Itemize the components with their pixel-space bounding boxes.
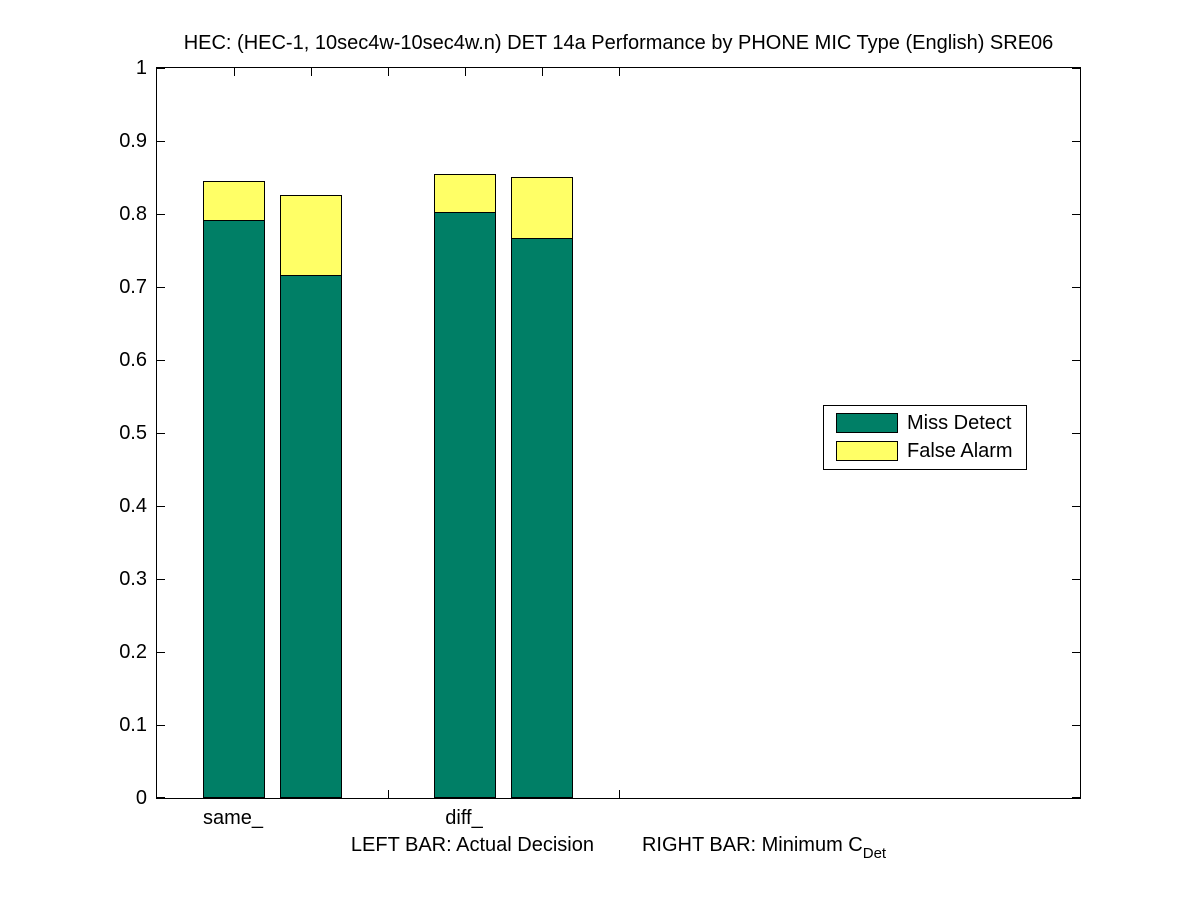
x-axis-tick-top	[234, 68, 235, 76]
y-axis-tick	[157, 141, 165, 142]
y-axis-tick	[157, 506, 165, 507]
y-axis-tick-right	[1072, 214, 1080, 215]
y-axis-tick	[157, 797, 165, 798]
legend-item-miss-detect: Miss Detect	[836, 413, 1011, 433]
chart-title: HEC: (HEC-1, 10sec4w-10sec4w.n) DET 14a …	[183, 32, 1054, 54]
legend: Miss Detect False Alarm	[823, 405, 1027, 470]
y-axis-tick	[157, 433, 165, 434]
y-axis-tick	[157, 214, 165, 215]
y-tick-label: 0.2	[119, 641, 147, 663]
y-axis-tick-right	[1072, 506, 1080, 507]
y-tick-label: 0.5	[119, 422, 147, 444]
y-tick-label: 0.6	[119, 349, 147, 371]
x-axis-tick-top	[388, 68, 389, 76]
y-axis-tick-right	[1072, 141, 1080, 142]
y-axis-tick-right	[1072, 360, 1080, 361]
y-axis-tick	[157, 579, 165, 580]
legend-label-false-alarm: False Alarm	[907, 440, 1013, 462]
y-axis-tick-right	[1072, 725, 1080, 726]
y-axis-tick-right	[1072, 433, 1080, 434]
bar-segment-miss-detect	[203, 220, 265, 798]
y-axis-tick-right	[1072, 68, 1080, 69]
legend-item-false-alarm: False Alarm	[836, 441, 1013, 461]
y-axis-tick	[157, 287, 165, 288]
y-axis-tick-right	[1072, 287, 1080, 288]
bar-key-caption: LEFT BAR: Actual Decision RIGHT BAR: Mini…	[156, 834, 1081, 862]
bar-segment-miss-detect	[511, 238, 573, 798]
y-axis-tick	[157, 68, 165, 69]
y-tick-label: 0.9	[119, 130, 147, 152]
x-axis-tick-top	[465, 68, 466, 76]
bar-segment-false-alarm	[280, 195, 342, 275]
false-alarm-swatch	[836, 441, 898, 461]
legend-label-miss-detect: Miss Detect	[907, 412, 1012, 434]
x-axis-tick-top	[311, 68, 312, 76]
y-tick-label: 0.7	[119, 276, 147, 298]
caption-right-subscript: Det	[862, 845, 887, 862]
x-tick-label: diff_	[445, 807, 483, 829]
bar-segment-false-alarm	[203, 181, 265, 220]
caption-left-bar: LEFT BAR: Actual Decision	[350, 834, 594, 856]
y-axis-tick-right	[1072, 579, 1080, 580]
y-tick-label: 0.8	[119, 203, 147, 225]
y-axis-tick	[157, 652, 165, 653]
x-axis-tick	[619, 790, 620, 798]
x-tick-label: same_	[202, 807, 264, 829]
y-tick-label: 0	[135, 787, 147, 809]
y-axis-tick-right	[1072, 797, 1080, 798]
bar-segment-miss-detect	[280, 275, 342, 798]
bar-segment-miss-detect	[434, 212, 496, 798]
y-axis-tick-right	[1072, 652, 1080, 653]
y-tick-label: 0.3	[119, 568, 147, 590]
caption-right-bar: RIGHT BAR: Minimum C	[641, 834, 863, 856]
x-axis-tick-top	[542, 68, 543, 76]
y-axis-tick	[157, 360, 165, 361]
y-tick-label: 1	[135, 57, 147, 79]
y-axis-tick	[157, 725, 165, 726]
x-axis-tick-top	[619, 68, 620, 76]
y-tick-label: 0.1	[119, 714, 147, 736]
miss-detect-swatch	[836, 413, 898, 433]
bar-segment-false-alarm	[434, 174, 496, 212]
x-axis-tick	[388, 790, 389, 798]
bar-segment-false-alarm	[511, 177, 573, 238]
y-tick-label: 0.4	[119, 495, 147, 517]
